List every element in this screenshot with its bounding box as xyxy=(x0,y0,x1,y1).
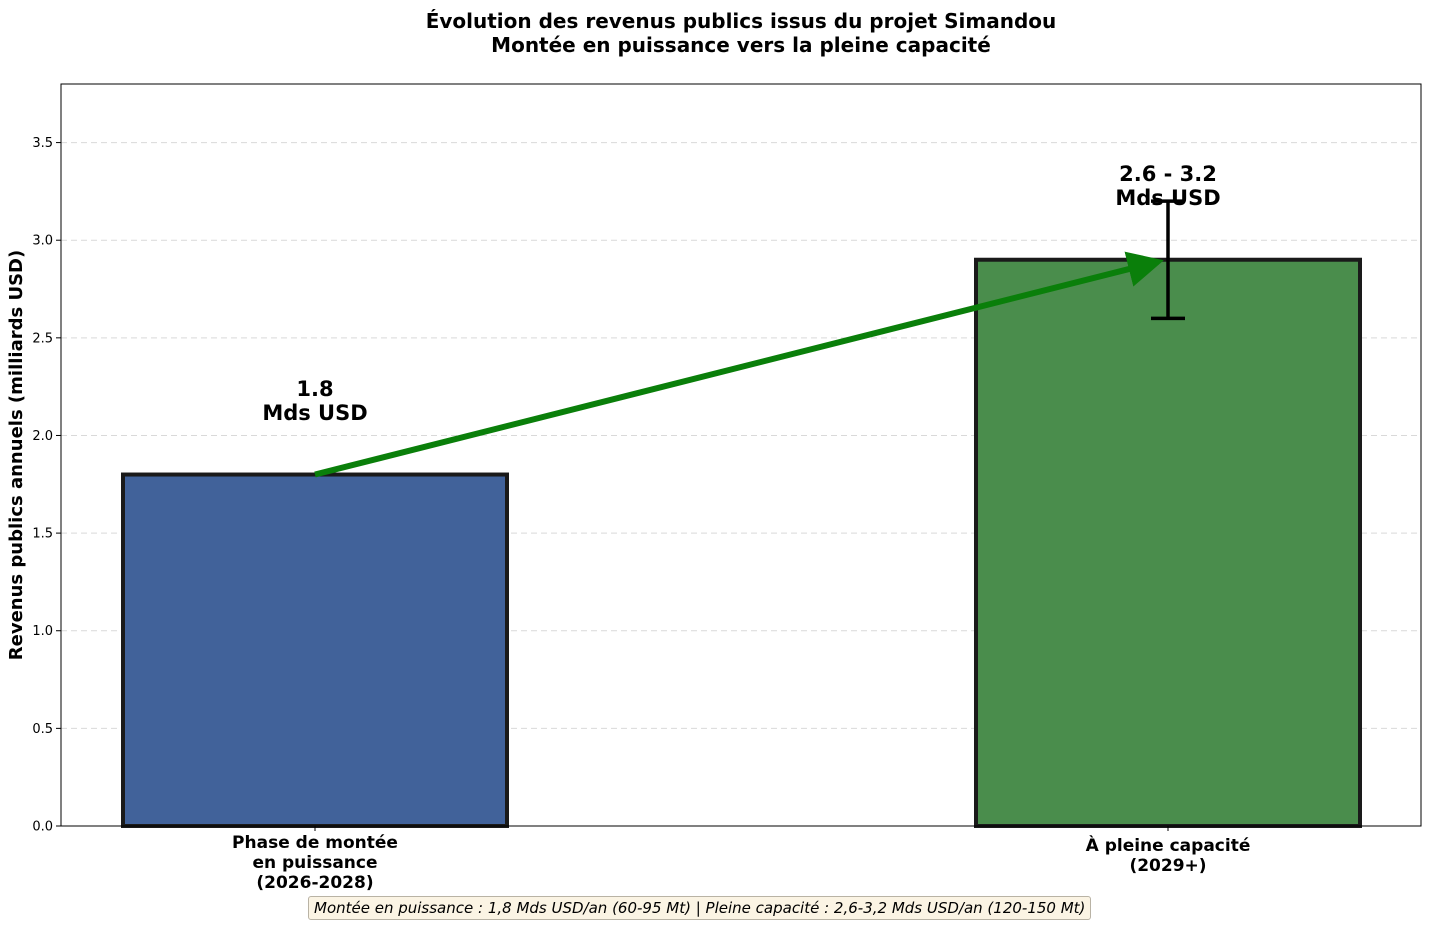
y-tick-label: 2.0 xyxy=(32,429,53,444)
data-label: 1.8 xyxy=(296,377,333,401)
data-label: Mds USD xyxy=(262,401,367,425)
footnote-right: Pleine capacité : 2,6-3,2 Mds USD/an (12… xyxy=(700,899,1086,917)
y-tick-label: 3.5 xyxy=(32,136,53,151)
plot-area-frame xyxy=(60,83,1422,827)
y-tick-label: 1.0 xyxy=(32,624,53,639)
y-axis-ticks: 0.0 0.5 1.0 1.5 2.0 2.5 3.0 3.5 xyxy=(32,136,61,835)
y-tick-label: 3.0 xyxy=(32,234,53,249)
x-tick-label: Phase de montée xyxy=(232,833,398,853)
y-tick-label: 0.0 xyxy=(32,820,53,835)
x-tick-label: en puissance xyxy=(252,853,377,873)
footnote-separator: | xyxy=(695,899,701,917)
chart-subtitle: Montée en puissance vers la pleine capac… xyxy=(491,33,991,57)
footnote-box: Montée en puissance : 1,8 Mds USD/an (60… xyxy=(308,896,1092,920)
bar-1 xyxy=(121,472,509,828)
data-label: Mds USD xyxy=(1115,186,1220,210)
y-tick-label: 0.5 xyxy=(32,722,53,737)
x-tick-label: (2029+) xyxy=(1129,856,1206,876)
bars xyxy=(121,257,1362,829)
chart-title: Évolution des revenus publics issus du p… xyxy=(426,9,1057,33)
y-axis-label: Revenus publics annuels (milliards USD) xyxy=(6,250,27,660)
y-tick-label: 2.5 xyxy=(32,331,53,346)
bar-2 xyxy=(974,257,1362,829)
x-tick-label: À pleine capacité xyxy=(1086,834,1251,856)
data-label: 2.6 - 3.2 xyxy=(1119,162,1217,186)
growth-arrow xyxy=(314,251,1164,478)
y-tick-label: 1.5 xyxy=(32,527,53,542)
footnote-left: Montée en puissance : 1,8 Mds USD/an (60… xyxy=(314,899,696,917)
x-tick-label: (2026-2028) xyxy=(256,873,373,893)
